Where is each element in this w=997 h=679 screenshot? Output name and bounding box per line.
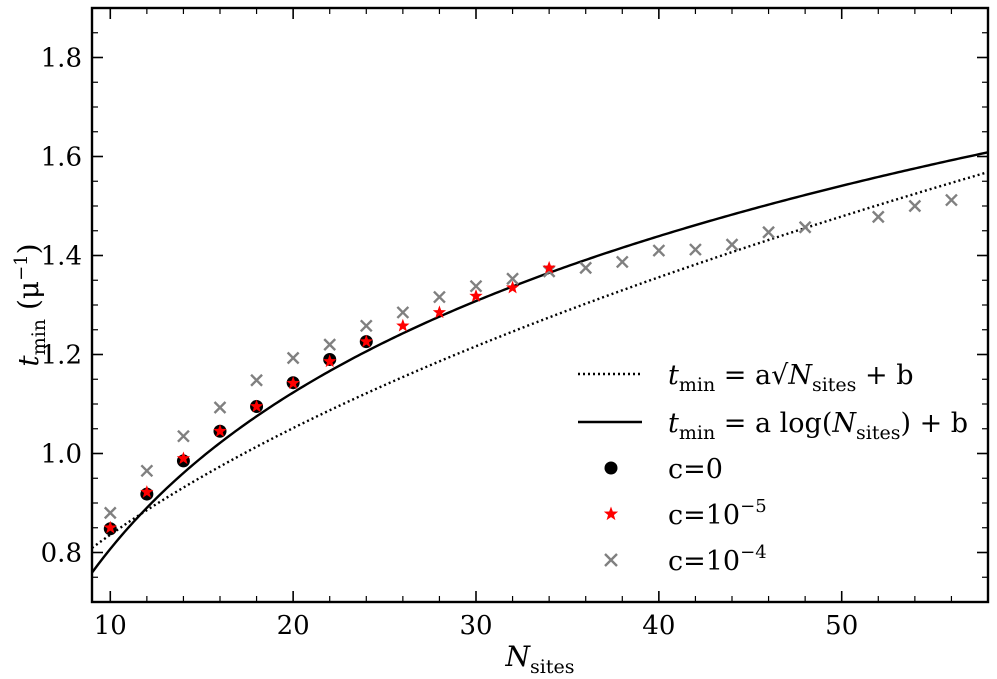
point-c1e5 xyxy=(176,451,191,465)
point-c1e5 xyxy=(505,280,520,294)
y-tick-label: 1.0 xyxy=(41,440,82,470)
y-tick-label: 1.6 xyxy=(41,143,82,173)
point-c1e4 xyxy=(213,401,227,414)
point-c1e4 xyxy=(506,272,519,286)
y-axis-label-group: tmin (μ−1) xyxy=(11,243,50,366)
y-tick-label: 0.8 xyxy=(41,539,82,569)
point-c1e4 xyxy=(286,351,300,365)
point-c1e4 xyxy=(396,306,410,319)
plot-frame xyxy=(90,6,990,604)
point-c1e4 xyxy=(762,225,775,239)
legend-c1e4-marker xyxy=(604,553,618,567)
point-c1e5 xyxy=(249,399,264,413)
point-c1e4 xyxy=(250,373,263,387)
point-c1e4 xyxy=(945,193,958,207)
x-tick-label: 50 xyxy=(825,611,858,641)
legend: tmin = a√Nsites + b tmin = a log(Nsites)… xyxy=(578,360,968,577)
sqrt-fit-curve xyxy=(92,170,988,549)
point-c1e5 xyxy=(286,376,300,389)
data-markers xyxy=(103,193,958,536)
x-axis-label: Nsites xyxy=(505,640,575,678)
legend-log-fit-label: tmin = a log(Nsites) + b xyxy=(668,408,968,444)
y-tick-label: 1.8 xyxy=(41,44,82,74)
point-c1e4 xyxy=(103,506,117,520)
point-c1e4 xyxy=(798,220,812,234)
point-c1e5 xyxy=(469,289,483,302)
point-c1e4 xyxy=(689,243,702,256)
x-tick-label: 30 xyxy=(459,611,492,641)
point-c1e4 xyxy=(871,210,885,224)
legend-sqrt-fit-label: tmin = a√Nsites + b xyxy=(668,360,913,396)
y-tick-label: 1.4 xyxy=(41,242,82,272)
point-c1e5 xyxy=(103,520,117,534)
point-c1e5 xyxy=(396,318,410,332)
point-c1e4 xyxy=(323,338,337,351)
legend-c1e5-label: c=10−5 xyxy=(668,496,767,531)
y-axis-label: tmin (μ−1) xyxy=(11,243,50,366)
point-c1e5 xyxy=(359,334,373,348)
point-c1e4 xyxy=(652,244,666,257)
legend-star-shape xyxy=(603,506,619,521)
point-c1e4 xyxy=(908,199,922,213)
point-c1e4 xyxy=(469,279,483,293)
tick-labels: 10 20 30 40 50 0.8 1.0 1.2 1.4 1.6 1.8 xyxy=(41,44,859,642)
fit-curves xyxy=(92,151,988,574)
point-c1e4 xyxy=(615,255,629,269)
log-fit-curve xyxy=(92,151,988,574)
point-c1e5 xyxy=(213,424,227,437)
point-c1e4 xyxy=(579,261,593,275)
point-c1e5 xyxy=(323,354,337,368)
point-c1e4 xyxy=(433,290,446,304)
x-tick-label: 40 xyxy=(642,611,675,641)
legend-x-shape xyxy=(604,553,618,567)
legend-c0-label: c=0 xyxy=(668,454,723,485)
x-tick-label: 20 xyxy=(277,611,310,641)
x-tick-label: 10 xyxy=(94,611,127,641)
point-c1e4 xyxy=(725,238,739,251)
point-c1e4 xyxy=(359,319,373,333)
point-c1e5 xyxy=(542,260,556,274)
point-c1e5 xyxy=(140,485,154,498)
point-c1e4 xyxy=(177,429,190,443)
point-c1e5 xyxy=(432,305,447,319)
legend-c1e5-marker xyxy=(603,506,619,521)
y-tick-label: 1.2 xyxy=(41,341,82,371)
point-c1e4 xyxy=(140,464,154,478)
legend-c1e4-label: c=10−4 xyxy=(668,542,767,577)
legend-c0-marker xyxy=(604,461,618,475)
